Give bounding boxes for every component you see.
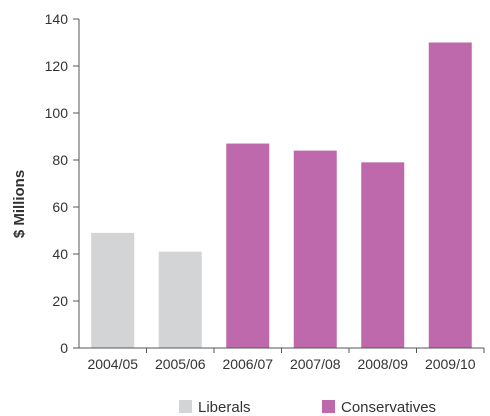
- y-tick-label: 40: [52, 246, 68, 262]
- y-tick-label: 0: [60, 340, 68, 356]
- legend: Liberals Conservatives: [179, 399, 436, 416]
- x-tick-label: 2004/05: [87, 356, 138, 372]
- bar-2009-10: [428, 42, 472, 348]
- legend-label-liberals: Liberals: [198, 399, 251, 416]
- bar-2006-07: [226, 143, 270, 348]
- y-tick-label: 80: [52, 152, 68, 168]
- x-axis: 2004/05 2005/06 2006/07 2007/08 2008/09 2009/…: [79, 347, 485, 372]
- y-tick-label: 120: [45, 58, 69, 74]
- legend-label-conservatives: Conservatives: [341, 399, 436, 416]
- x-tick-label: 2008/09: [357, 356, 408, 372]
- x-tick-label: 2006/07: [222, 356, 273, 372]
- bar-2008-09: [361, 162, 405, 348]
- y-tick-label: 60: [52, 199, 68, 215]
- x-tick-label: 2009/10: [425, 356, 476, 372]
- bars: [91, 42, 472, 348]
- bar-2004-05: [91, 232, 135, 348]
- legend-swatch-conservatives: [322, 400, 335, 413]
- y-axis-title: $ Millions: [11, 170, 28, 238]
- bar-2005-06: [158, 251, 202, 348]
- x-tick-label: 2007/08: [290, 356, 341, 372]
- y-tick-label: 100: [45, 105, 69, 121]
- y-tick-label: 140: [45, 11, 69, 27]
- y-tick-label: 20: [52, 293, 68, 309]
- legend-swatch-liberals: [179, 400, 192, 413]
- x-tick-label: 2005/06: [155, 356, 206, 372]
- bar-2007-08: [293, 150, 337, 348]
- y-axis: 0 20 40 60 80 100 120 140: [45, 11, 80, 356]
